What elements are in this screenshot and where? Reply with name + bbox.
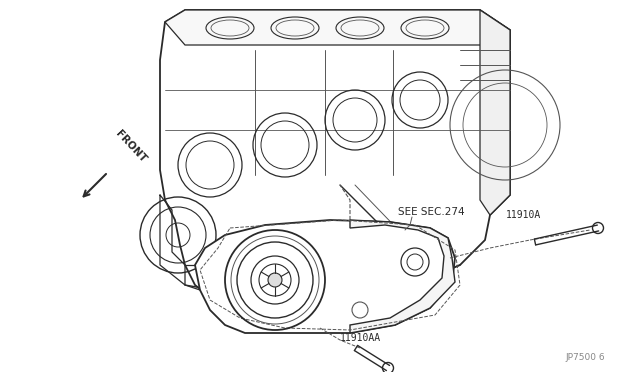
Text: 11910AA: 11910AA (340, 333, 381, 343)
Text: FRONT: FRONT (114, 129, 148, 165)
Text: 11910A: 11910A (506, 210, 541, 220)
Polygon shape (350, 220, 455, 333)
Text: SEE SEC.274: SEE SEC.274 (398, 207, 465, 217)
Text: JP7500 6: JP7500 6 (565, 353, 605, 362)
Circle shape (268, 273, 282, 287)
Polygon shape (165, 10, 510, 65)
Polygon shape (160, 10, 510, 305)
Polygon shape (480, 10, 510, 215)
Polygon shape (195, 220, 455, 333)
